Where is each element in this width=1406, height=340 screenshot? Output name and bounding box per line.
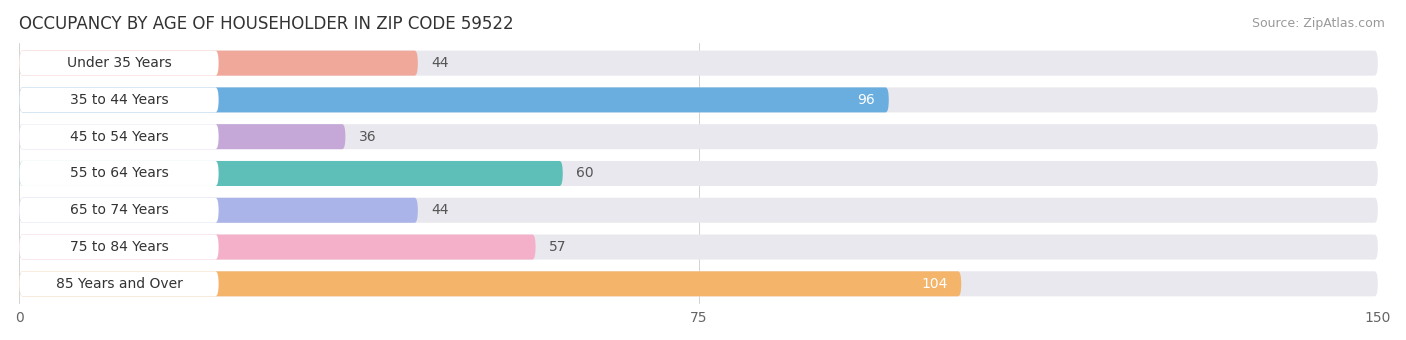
FancyBboxPatch shape bbox=[20, 51, 1378, 75]
FancyBboxPatch shape bbox=[20, 161, 562, 186]
Text: 55 to 64 Years: 55 to 64 Years bbox=[70, 167, 169, 181]
FancyBboxPatch shape bbox=[20, 51, 218, 75]
FancyBboxPatch shape bbox=[20, 51, 418, 75]
Text: 85 Years and Over: 85 Years and Over bbox=[56, 277, 183, 291]
Text: OCCUPANCY BY AGE OF HOUSEHOLDER IN ZIP CODE 59522: OCCUPANCY BY AGE OF HOUSEHOLDER IN ZIP C… bbox=[20, 15, 515, 33]
Text: 96: 96 bbox=[858, 93, 875, 107]
FancyBboxPatch shape bbox=[20, 198, 418, 223]
Text: 57: 57 bbox=[550, 240, 567, 254]
Text: 44: 44 bbox=[432, 203, 449, 217]
FancyBboxPatch shape bbox=[20, 198, 218, 223]
FancyBboxPatch shape bbox=[20, 271, 1378, 296]
FancyBboxPatch shape bbox=[20, 87, 889, 113]
FancyBboxPatch shape bbox=[20, 271, 962, 296]
Text: 65 to 74 Years: 65 to 74 Years bbox=[70, 203, 169, 217]
FancyBboxPatch shape bbox=[20, 87, 218, 113]
FancyBboxPatch shape bbox=[20, 161, 218, 186]
FancyBboxPatch shape bbox=[20, 124, 346, 149]
FancyBboxPatch shape bbox=[20, 87, 1378, 113]
FancyBboxPatch shape bbox=[20, 235, 536, 259]
FancyBboxPatch shape bbox=[20, 198, 1378, 223]
Text: 35 to 44 Years: 35 to 44 Years bbox=[70, 93, 169, 107]
FancyBboxPatch shape bbox=[20, 124, 1378, 149]
FancyBboxPatch shape bbox=[20, 161, 1378, 186]
Text: Source: ZipAtlas.com: Source: ZipAtlas.com bbox=[1251, 17, 1385, 30]
Text: Under 35 Years: Under 35 Years bbox=[66, 56, 172, 70]
FancyBboxPatch shape bbox=[20, 271, 218, 296]
Text: 75 to 84 Years: 75 to 84 Years bbox=[70, 240, 169, 254]
Text: 104: 104 bbox=[921, 277, 948, 291]
FancyBboxPatch shape bbox=[20, 235, 218, 259]
FancyBboxPatch shape bbox=[20, 235, 1378, 259]
Text: 36: 36 bbox=[359, 130, 377, 144]
Text: 44: 44 bbox=[432, 56, 449, 70]
FancyBboxPatch shape bbox=[20, 124, 218, 149]
Text: 60: 60 bbox=[576, 167, 593, 181]
Text: 45 to 54 Years: 45 to 54 Years bbox=[70, 130, 169, 144]
